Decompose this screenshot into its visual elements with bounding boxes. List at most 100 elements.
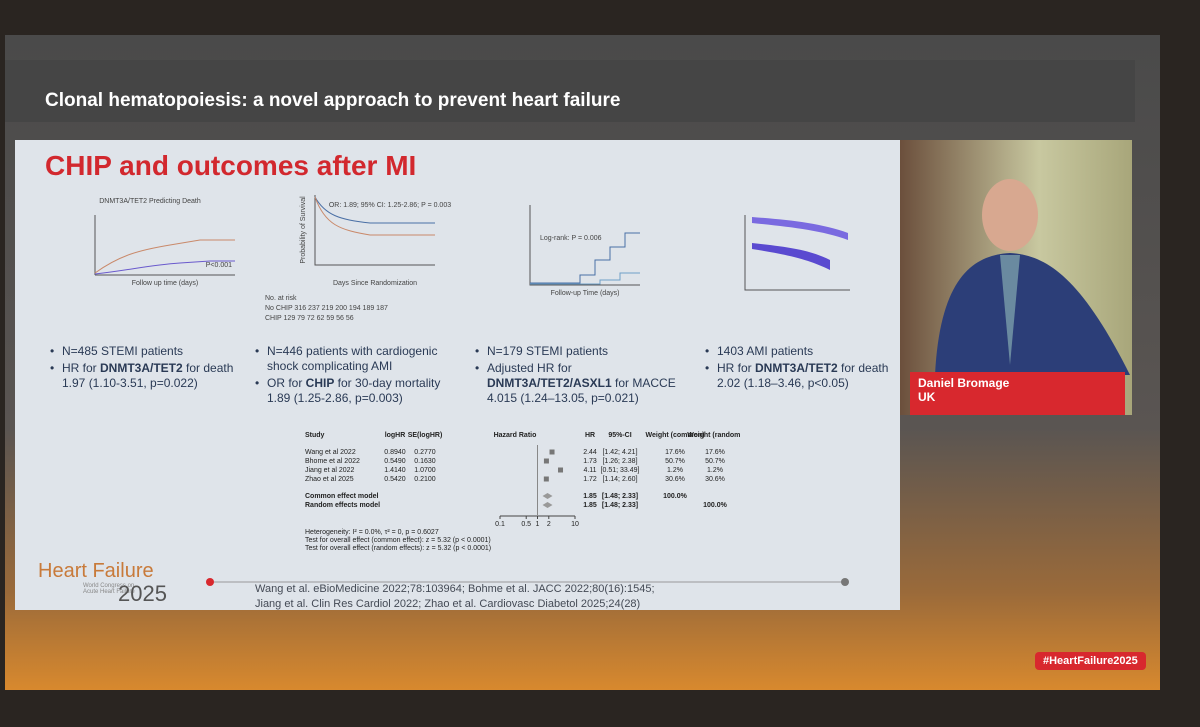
cell: [1.48; 2.33] [602,502,638,509]
plot-2: OR: 1.89; 95% CI: 1.25-2.86; P = 0.003 P… [265,195,451,322]
plot-4 [744,215,850,291]
bullet: N=179 STEMI patients [475,344,680,359]
panel: 1403 AMI patients HR for DNMT3A/TET2 for … [705,344,910,393]
cell: [0.51; 33.49] [601,467,640,474]
cell: [1.14; 2.60] [602,476,637,483]
bullet: N=485 STEMI patients [50,344,255,359]
plot-1: DNMT3A/TET2 Predicting Death P<0.001 Fol… [94,198,235,287]
bullet-text: 1403 AMI patients [717,344,814,358]
curve [94,260,235,275]
bullet-text: for death 1.97 (1.10-3.51, p=0.022) [62,361,234,390]
logo-year: 2025 [118,581,167,606]
cell: 1.2% [707,467,723,474]
panel: N=446 patients with cardiogenic shock co… [255,344,460,408]
plot-3: Log-rank: P = 0.006 Follow-up Time (days… [529,205,640,297]
curve [314,196,435,224]
bullet-text: for 30-day mortality 1.89 (1.25-2.86, p=… [267,376,441,405]
cell: 17.6% [705,449,725,456]
forest-plot: Study logHR SE(logHR) Hazard Ratio HR 95%-CI W… [305,432,740,552]
panel: N=179 STEMI patients Adjusted HR for DNMT… [475,344,680,408]
cell: 2.44 [583,449,597,456]
study-square [558,467,564,473]
curve [314,196,435,236]
bullet-text: DNMT3A/TET2/ASXL1 [487,376,612,390]
study-square [543,458,549,464]
cell: 4.11 [583,467,596,474]
annotation: OR: 1.89; 95% CI: 1.25-2.86; P = 0.003 [329,202,451,209]
study-square [549,449,555,455]
bullet: HR for DNMT3A/TET2 for death 2.02 (1.18–… [705,361,910,391]
speaker-figure [935,179,1130,375]
column-header: SE(logHR) [408,432,443,439]
study-square [543,476,549,482]
head [982,179,1038,251]
cell: 0.5420 [384,476,406,483]
slide-title: Clonal hematopoiesis: a novel approach t… [45,90,621,111]
cell: 1.85 [583,493,597,500]
cell: 50.7% [705,458,725,465]
bullet: HR for DNMT3A/TET2 for death 1.97 (1.10-… [50,361,255,391]
cell: [1.48; 2.33] [602,493,638,500]
cell: 0.2770 [414,449,436,456]
axes [744,215,850,291]
cell: Bhome et al 2022 [305,458,360,465]
tick-label: 1 [536,521,540,528]
bullet-text: Adjusted HR for [487,361,572,375]
summary-diamond [542,502,553,508]
risk-row: CHIP 129 79 72 62 59 56 56 [265,315,354,322]
bullet-text: for MACCE 4.015 (1.24–13.05, p=0.021) [487,376,676,405]
cell: 1.72 [583,476,597,483]
tick-label: 0.1 [495,521,505,528]
cell: 30.6% [705,476,725,483]
cell: 0.8940 [384,449,406,456]
footnote: Heterogeneity: I² = 0.0%, τ² = 0, p = 0.… [305,529,439,536]
citation: Wang et al. eBioMedicine 2022;78:103964;… [255,583,655,595]
cell: 100.0% [703,502,728,509]
summary-diamond [542,493,553,499]
cell: Wang et al 2022 [305,449,356,456]
speaker-country: UK [918,390,936,404]
shirt [1000,255,1020,365]
footnote: Test for overall effect (common effect):… [305,537,491,544]
cell: 0.2100 [414,476,436,483]
cell: 30.6% [665,476,685,483]
cell: Random effects model [305,502,380,509]
axes [529,205,640,286]
column-header: logHR [385,432,406,439]
logo-name: Heart Failure [38,560,154,582]
risk-row: No. at risk [265,295,297,302]
cell: 1.73 [583,458,597,465]
axes [314,195,435,266]
cell: Zhao et al 2025 [305,476,354,483]
cell: 0.5490 [384,458,406,465]
x-label: Follow up time (days) [132,280,199,287]
bullet-text: DNMT3A/TET2 [100,361,183,375]
citations: Wang et al. eBioMedicine 2022;78:103964;… [255,582,655,612]
dot [206,578,214,586]
curve [94,239,235,274]
cell: 50.7% [665,458,685,465]
cell: Jiang et al 2022 [305,467,355,474]
column-header: Study [305,432,325,439]
hashtag: #HeartFailure2025 [1035,652,1146,670]
column-header: Weight (random) [687,432,740,439]
cell: Common effect model [305,493,379,500]
curve [530,232,640,284]
cell: 0.1630 [414,458,436,465]
cell: 1.2% [667,467,683,474]
cell: [1.42; 4.21] [602,449,637,456]
speaker-name: Daniel Bromage [918,376,1010,390]
bullet-text: HR for [62,361,101,375]
bullet: OR for CHIP for 30-day mortality 1.89 (1… [255,376,460,406]
bullet: 1403 AMI patients [705,344,910,359]
axes [94,215,235,276]
panel: N=485 STEMI patients HR for DNMT3A/TET2 f… [50,344,255,393]
x-label: Days Since Randomization [333,280,417,287]
citation: Jiang et al. Clin Res Cardiol 2022; Zhao… [255,598,641,610]
annotation: P<0.001 [206,262,232,269]
logo-subtitle: World Congress on Acute Heart Failure [83,583,135,595]
cell: 1.4140 [384,467,406,474]
column-header: Weight (common) [646,432,705,439]
column-header: Hazard Ratio [494,432,537,439]
